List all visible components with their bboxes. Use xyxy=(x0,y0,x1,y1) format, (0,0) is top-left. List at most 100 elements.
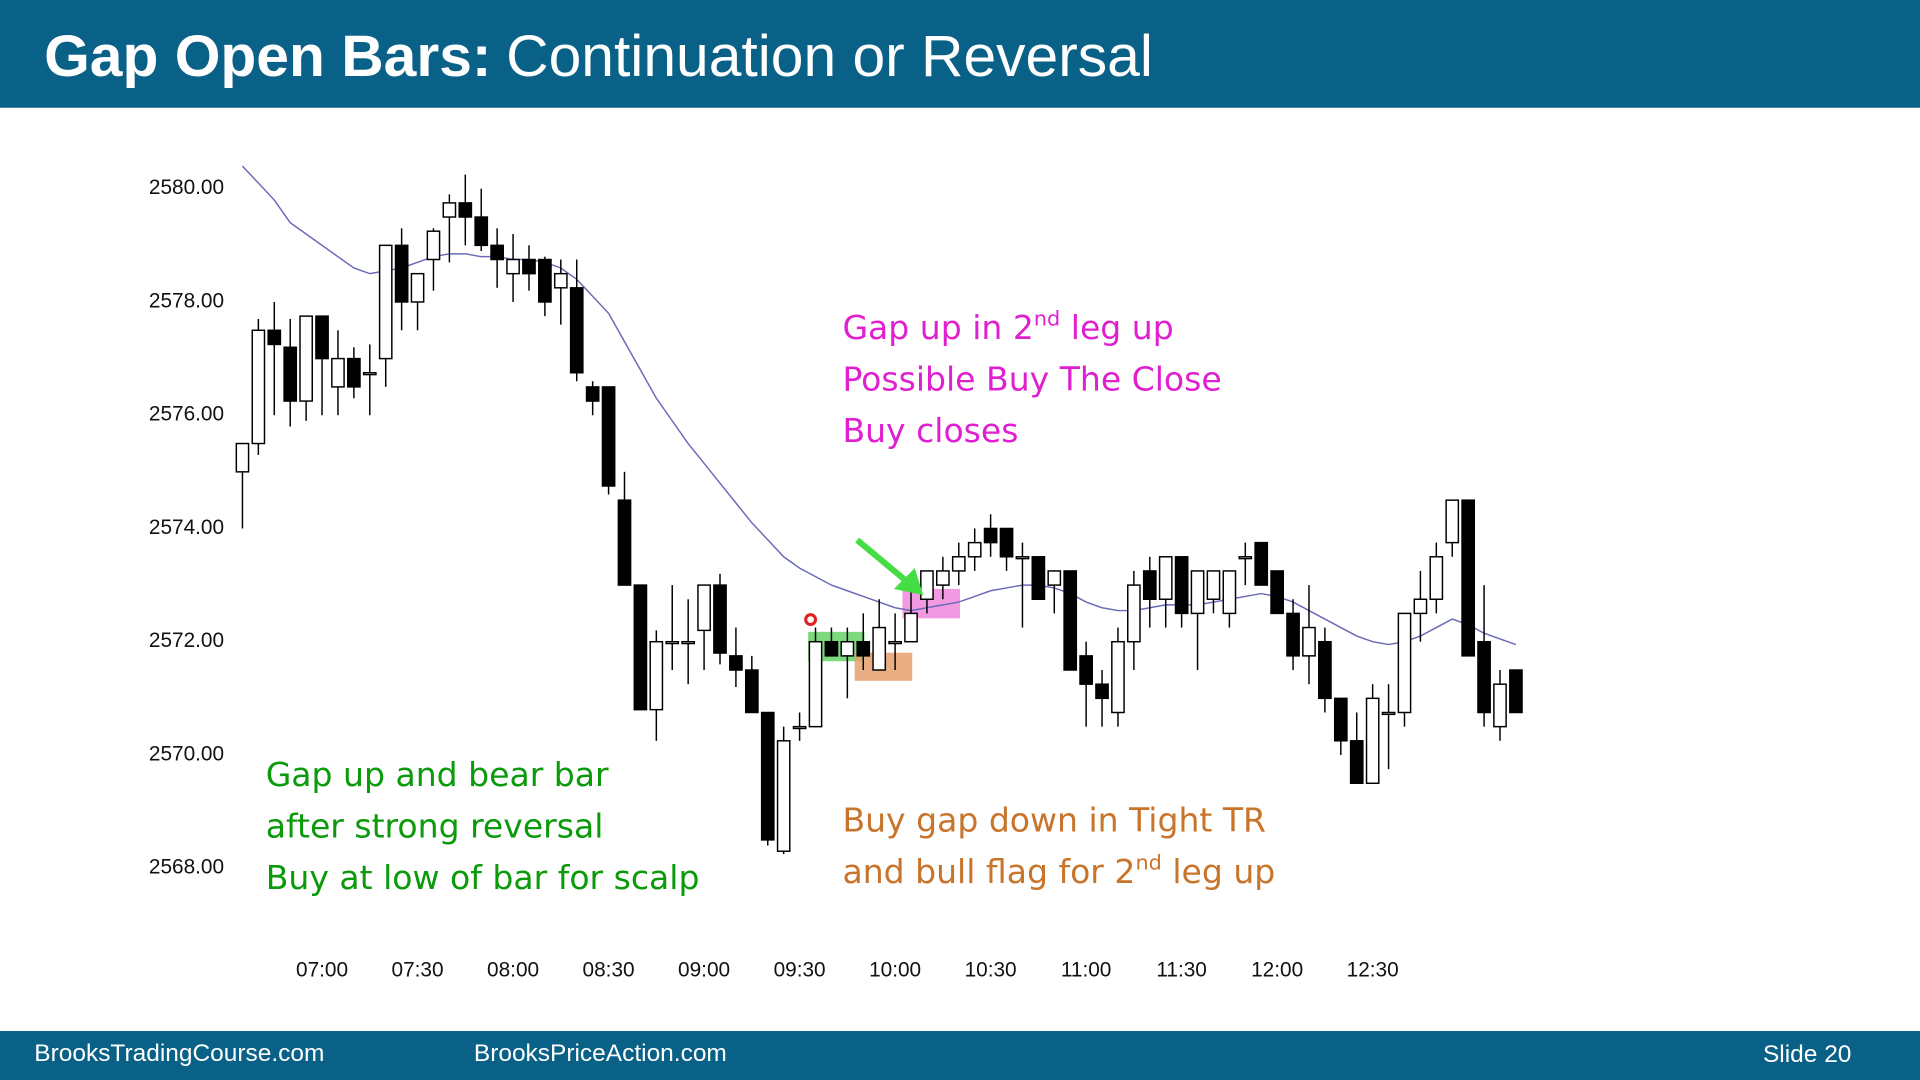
candle-body xyxy=(1127,584,1141,643)
candle-body xyxy=(283,346,298,402)
x-tick-label: 08:30 xyxy=(583,959,635,982)
candle-body xyxy=(872,626,887,671)
candle-body xyxy=(347,357,361,388)
candle-body xyxy=(681,640,696,645)
candle-body xyxy=(1190,570,1205,615)
candle-body xyxy=(792,725,807,730)
cursor-dot xyxy=(804,613,818,627)
candle-body xyxy=(299,315,313,402)
y-tick-label: 2578.00 xyxy=(149,289,224,312)
candle-body xyxy=(649,640,664,711)
candle-body xyxy=(1222,570,1237,615)
candle-body xyxy=(967,541,982,558)
candle-body xyxy=(331,357,345,388)
candle-body xyxy=(1302,626,1316,657)
candle-body xyxy=(1015,556,1030,560)
title: Gap Open Bars: Continuation or Reversal xyxy=(44,24,1153,89)
candle-body xyxy=(1477,640,1491,714)
x-tick-label: 09:30 xyxy=(774,959,826,982)
candle-body xyxy=(1381,711,1396,716)
x-tick-label: 07:00 xyxy=(296,959,348,982)
candle-body xyxy=(856,640,871,657)
candle-body xyxy=(315,315,329,360)
x-tick-label: 10:30 xyxy=(965,959,1017,982)
candle-body xyxy=(824,640,839,657)
candle-body xyxy=(1095,683,1109,700)
candle-body xyxy=(410,272,425,303)
candle-body xyxy=(1174,556,1189,615)
x-tick-label: 07:30 xyxy=(392,959,444,982)
title-bold: Gap Open Bars: xyxy=(44,24,491,89)
annotation: Buy at low of bar for scalp xyxy=(266,858,700,897)
candle-body xyxy=(1031,556,1046,600)
candle-body xyxy=(1365,697,1380,785)
annotation: and bull flag for 2nd leg up xyxy=(842,850,1275,890)
x-tick-label: 10:00 xyxy=(869,959,921,982)
candle-body xyxy=(522,258,536,275)
candle-body xyxy=(776,740,791,852)
candle-body xyxy=(999,527,1014,558)
annotation: Gap up in 2nd leg up xyxy=(842,307,1173,347)
title-rest: Continuation or Reversal xyxy=(506,24,1153,89)
candle-body xyxy=(633,584,648,711)
annotation: Possible Buy The Close xyxy=(842,360,1221,399)
candle-body xyxy=(1318,640,1332,700)
annotation-text: leg up xyxy=(1060,308,1173,347)
candle-body xyxy=(697,584,711,632)
candle-body xyxy=(251,329,266,445)
candle-body xyxy=(617,499,632,586)
x-tick-label: 09:00 xyxy=(678,959,730,982)
candle-body xyxy=(744,669,759,714)
annotation-sup: nd xyxy=(1135,850,1161,874)
annotation-text: Possible Buy The Close xyxy=(842,360,1221,399)
annotation-text: and bull flag for 2 xyxy=(842,852,1135,891)
annotation-text: leg up xyxy=(1162,852,1275,891)
candle-body xyxy=(394,244,409,303)
candle-body xyxy=(951,556,966,572)
candle-body xyxy=(1333,697,1348,742)
header-bar xyxy=(0,0,1920,108)
footer-middle: BrooksPriceAction.com xyxy=(474,1040,727,1067)
y-tick-label: 2576.00 xyxy=(149,403,224,426)
candle-body xyxy=(1206,570,1221,600)
x-tick-label: 12:00 xyxy=(1251,959,1303,982)
annotation-text: Buy gap down in Tight TR xyxy=(842,800,1266,839)
annotation-text: Gap up and bear bar xyxy=(266,755,609,794)
candle-body xyxy=(983,527,998,544)
candle-body xyxy=(920,570,934,600)
candle-body xyxy=(1286,612,1300,657)
candle-body xyxy=(936,570,950,586)
arrow-shaft xyxy=(855,537,911,586)
candle-body xyxy=(1254,541,1269,586)
candle-body xyxy=(713,584,727,654)
candle-body xyxy=(1142,570,1157,600)
candle-body xyxy=(1270,570,1284,615)
candle-body xyxy=(426,230,441,261)
candle-body xyxy=(1063,570,1078,671)
candle-body xyxy=(760,711,775,841)
candle-body xyxy=(1429,556,1444,600)
candle-body xyxy=(490,244,504,261)
candle-body xyxy=(235,442,250,473)
candle-body xyxy=(888,640,902,645)
candle-body xyxy=(1349,740,1364,785)
annotation: Buy closes xyxy=(842,411,1018,450)
candle-body xyxy=(442,202,457,218)
candle-body xyxy=(1461,499,1476,657)
arrow-head xyxy=(893,568,924,596)
annotation: Gap up and bear bar xyxy=(266,755,609,794)
x-tick-label: 08:00 xyxy=(487,959,539,982)
candle-body xyxy=(904,612,918,643)
x-tick-label: 11:00 xyxy=(1061,959,1112,982)
candle-body xyxy=(601,386,616,487)
x-tick-label: 12:30 xyxy=(1347,959,1399,982)
candle-body xyxy=(267,329,282,346)
candle-body xyxy=(729,655,743,671)
candle-body xyxy=(1493,683,1507,728)
y-tick-label: 2574.00 xyxy=(149,516,224,539)
candle-body xyxy=(840,640,855,657)
candle-body xyxy=(1079,655,1093,685)
annotation: after strong reversal xyxy=(266,807,604,846)
